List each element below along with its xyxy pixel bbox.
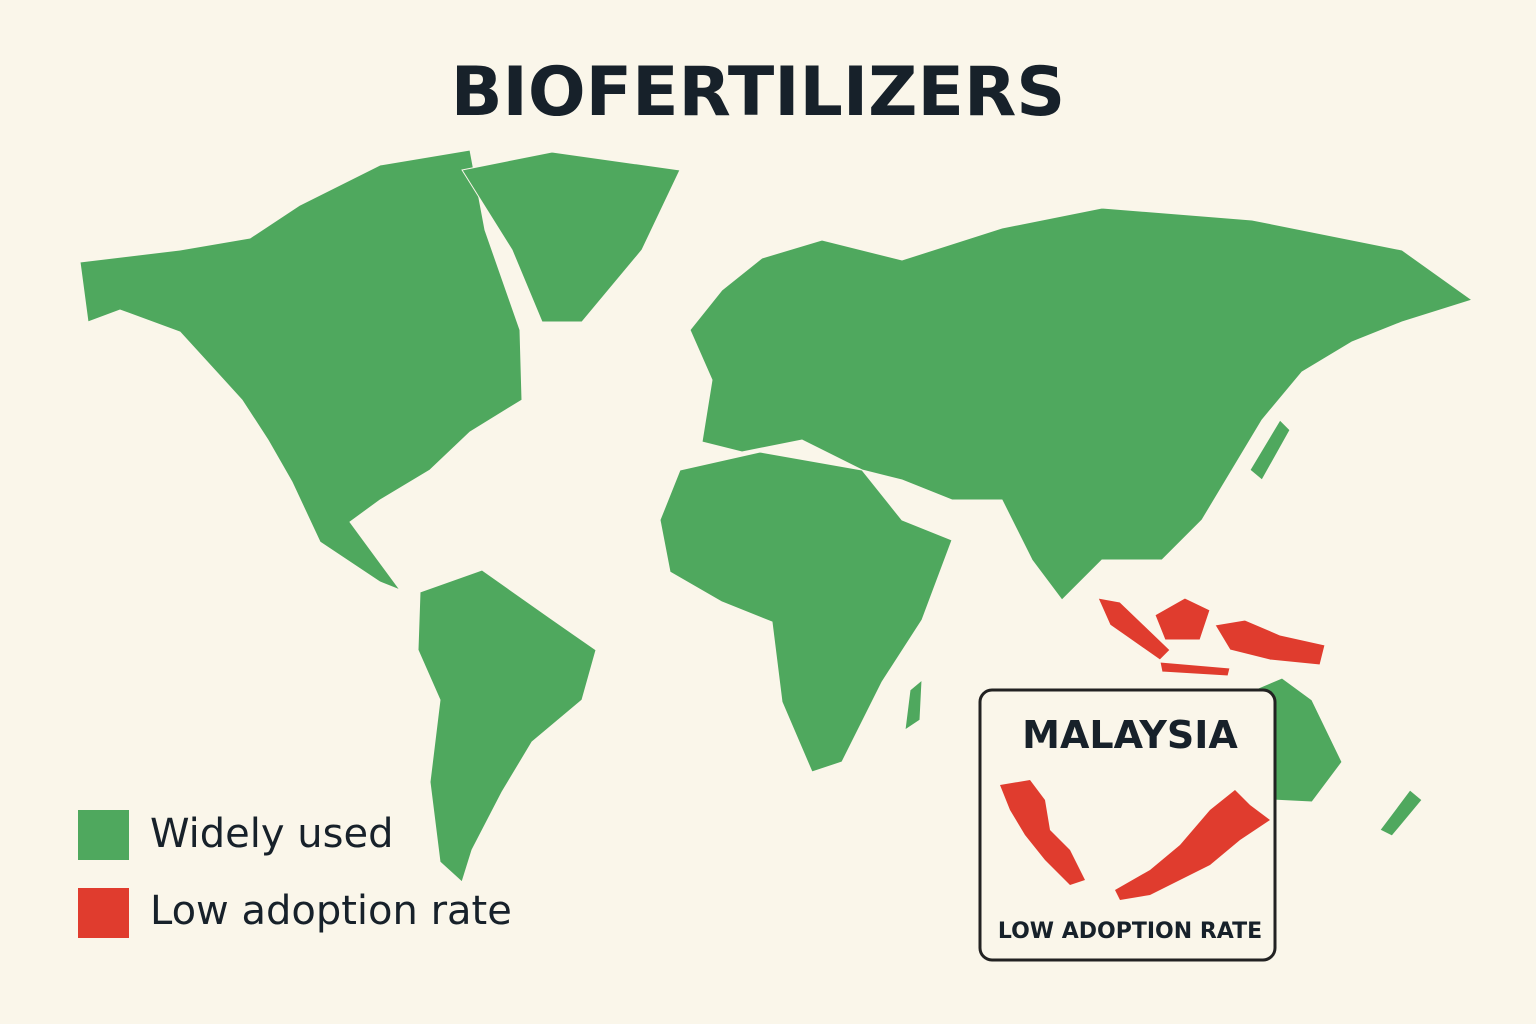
- eurasia: [689, 207, 1474, 601]
- peninsular-malaysia: [1000, 780, 1085, 885]
- south-america: [417, 569, 597, 883]
- indonesia-east: [1214, 619, 1326, 666]
- new-zealand: [1379, 789, 1423, 837]
- legend-swatch: [78, 810, 129, 860]
- legend-label: Widely used: [150, 811, 393, 857]
- borneo: [1154, 597, 1211, 641]
- java: [1159, 661, 1231, 677]
- world-map: [79, 149, 1474, 883]
- greenland: [461, 151, 681, 323]
- madagascar: [904, 678, 923, 732]
- inset-caption: LOW ADOPTION RATE: [998, 919, 1262, 944]
- east-malaysia: [1115, 790, 1270, 900]
- legend: Widely used Low adoption rate: [78, 810, 512, 938]
- japan: [1249, 419, 1291, 481]
- north-america: [79, 149, 523, 592]
- legend-swatch: [78, 888, 129, 938]
- africa: [659, 451, 953, 773]
- title: BIOFERTILIZERS: [451, 53, 1066, 132]
- inset: MALAYSIA LOW ADOPTION RATE: [978, 688, 1277, 962]
- indonesia-sumatra: [1097, 597, 1171, 661]
- inset-title: MALAYSIA: [1022, 713, 1238, 757]
- inset-box: [978, 688, 1277, 962]
- legend-label: Low adoption rate: [150, 888, 512, 934]
